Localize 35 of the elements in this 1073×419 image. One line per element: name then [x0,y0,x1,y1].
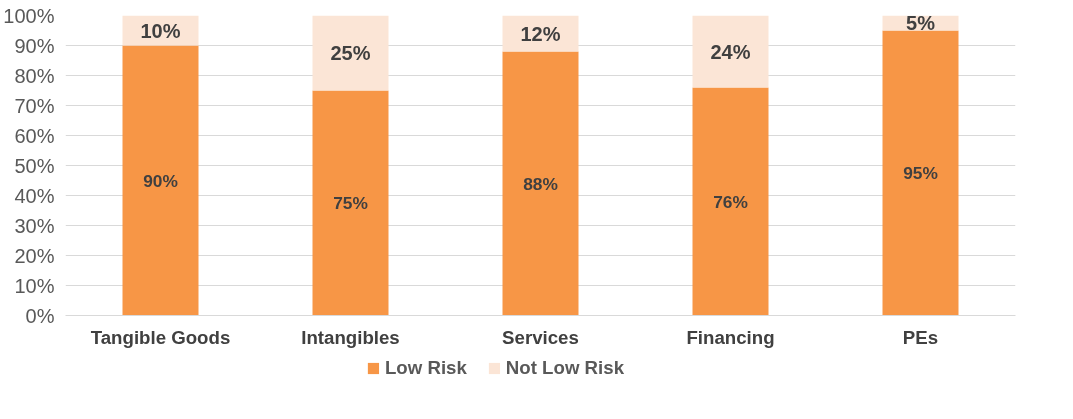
x-tick-label: Intangibles [301,326,400,348]
y-tick-label: 100% [3,4,55,27]
data-label: 12% [520,22,561,45]
data-label: 10% [140,19,181,42]
x-tick-label: Financing [686,326,775,348]
y-tick-label: 90% [14,34,55,57]
data-label: 24% [710,40,751,63]
y-tick-label: 40% [14,184,55,207]
bar [692,15,769,88]
y-tick-label: 10% [14,274,55,297]
bar [312,90,389,316]
legend-label: Low Risk [384,357,467,379]
bar [122,45,199,316]
legend-label: Not Low Risk [505,357,625,379]
bar [882,30,959,316]
x-tick-label: Services [502,326,579,348]
x-tick-label: PEs [902,326,939,348]
y-tick-label: 30% [14,214,55,237]
data-label: 95% [903,163,938,183]
data-label: 5% [906,12,936,34]
y-tick-label: 20% [14,244,55,267]
x-tick-label: Tangible Goods [90,326,231,348]
bar [502,51,579,316]
data-label: 25% [330,42,371,64]
data-label: 75% [333,193,368,213]
y-tick-label: 0% [25,304,55,327]
y-tick-label: 50% [14,154,55,177]
data-label: 88% [523,173,558,194]
y-tick-label: 70% [14,94,55,117]
y-tick-label: 80% [14,64,55,87]
bar [312,15,389,91]
data-label: 76% [713,191,748,212]
bar [692,87,769,316]
y-tick-label: 60% [14,124,55,147]
data-label: 90% [143,170,178,191]
